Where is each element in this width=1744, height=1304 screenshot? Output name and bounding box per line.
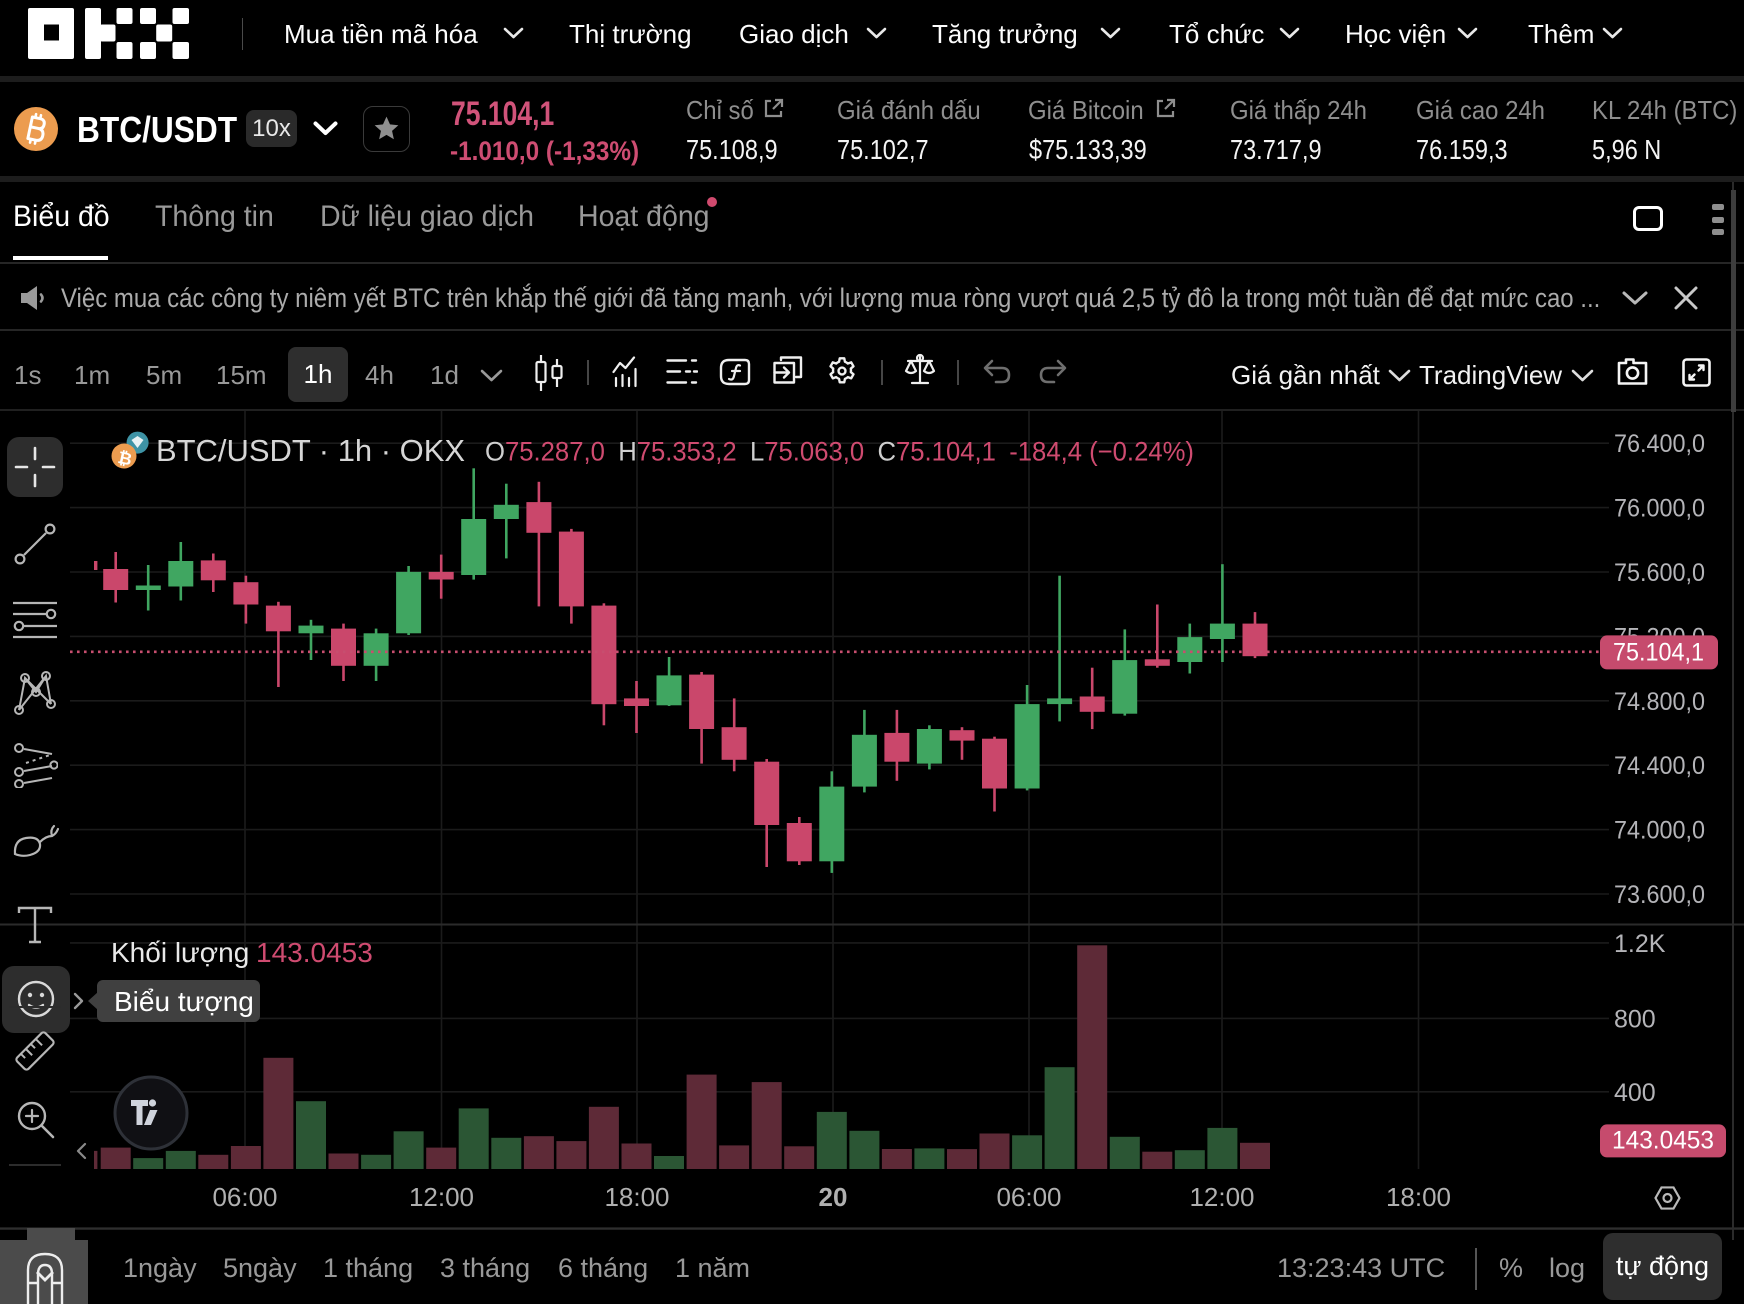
svg-text:BTC/USDT · 1h · OKX: BTC/USDT · 1h · OKX	[156, 433, 465, 468]
svg-text:06:00: 06:00	[212, 1182, 277, 1212]
svg-text:74.800,0: 74.800,0	[1614, 688, 1705, 716]
svg-text:12:00: 12:00	[409, 1182, 474, 1212]
svg-text:400: 400	[1614, 1079, 1656, 1107]
svg-text:₿: ₿	[116, 448, 134, 469]
svg-text:74.400,0: 74.400,0	[1614, 752, 1705, 780]
svg-text:76.000,0: 76.000,0	[1614, 495, 1705, 523]
svg-text:Khối lượng: Khối lượng	[111, 937, 249, 968]
svg-text:800: 800	[1614, 1005, 1656, 1033]
svg-text:76.400,0: 76.400,0	[1614, 430, 1705, 458]
svg-text:75.600,0: 75.600,0	[1614, 559, 1705, 587]
svg-text:18:00: 18:00	[1386, 1182, 1451, 1212]
svg-text:12:00: 12:00	[1189, 1182, 1254, 1212]
svg-text:1.2K: 1.2K	[1614, 930, 1666, 958]
svg-text:143.0453: 143.0453	[1612, 1126, 1714, 1154]
svg-text:75.104,1: 75.104,1	[1613, 638, 1704, 666]
svg-text:74.000,0: 74.000,0	[1614, 817, 1705, 845]
svg-text:20: 20	[819, 1182, 848, 1212]
svg-text:18:00: 18:00	[604, 1182, 669, 1212]
svg-text:06:00: 06:00	[996, 1182, 1061, 1212]
svg-text:73.600,0: 73.600,0	[1614, 881, 1705, 909]
svg-text:143.0453: 143.0453	[256, 937, 373, 968]
